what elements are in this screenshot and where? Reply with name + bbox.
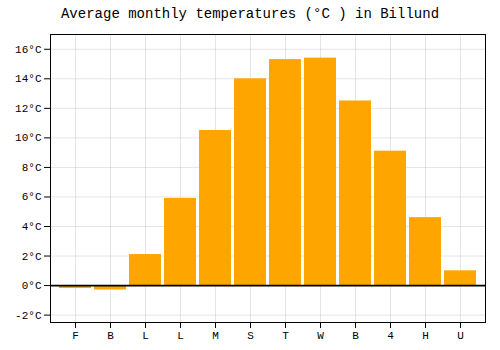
svg-text:12°C: 12°C bbox=[15, 103, 42, 115]
svg-text:H: H bbox=[422, 330, 429, 342]
svg-text:L: L bbox=[177, 330, 184, 342]
svg-text:10°C: 10°C bbox=[15, 132, 42, 144]
svg-text:4: 4 bbox=[387, 330, 394, 342]
svg-text:M: M bbox=[212, 330, 219, 342]
svg-text:-2°C: -2°C bbox=[15, 310, 42, 322]
svg-text:B: B bbox=[107, 330, 114, 342]
svg-text:U: U bbox=[457, 330, 464, 342]
svg-text:B: B bbox=[352, 330, 359, 342]
svg-text:T: T bbox=[282, 330, 289, 342]
svg-text:14°C: 14°C bbox=[15, 73, 42, 85]
html-text:Average monthly temperatures (: Average monthly temperatures (°C ) in Bi… bbox=[61, 6, 439, 22]
svg-text:6°C: 6°C bbox=[22, 191, 42, 203]
svg-text:L: L bbox=[142, 330, 149, 342]
svg-text:S: S bbox=[247, 330, 254, 342]
svg-text:2°C: 2°C bbox=[22, 251, 42, 263]
svg-text:4°C: 4°C bbox=[22, 221, 42, 233]
svg-text:0°C: 0°C bbox=[22, 280, 42, 292]
svg-text:16°C: 16°C bbox=[15, 44, 42, 56]
svg-text:8°C: 8°C bbox=[22, 162, 42, 174]
svg-text:F: F bbox=[72, 330, 79, 342]
svg-text:W: W bbox=[317, 330, 324, 342]
